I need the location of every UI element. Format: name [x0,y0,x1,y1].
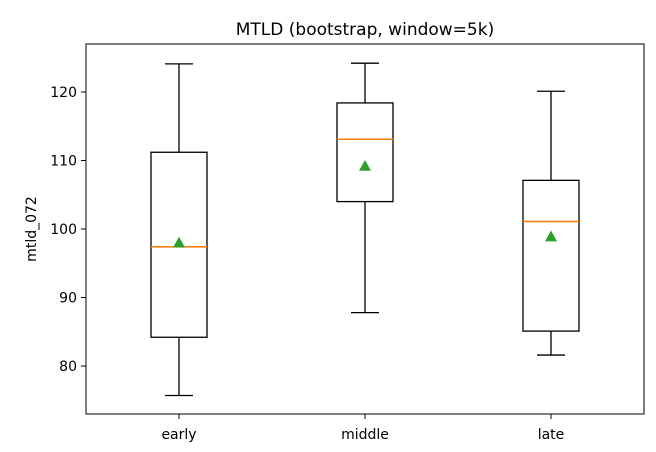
x-tick-label-late: late [538,427,565,443]
y-axis-label: mtld_072 [24,196,40,262]
y-axis: 80 90 100 110 120 [50,85,86,375]
x-tick-label-middle: middle [341,427,389,443]
mean-marker-late [545,230,557,242]
chart-title: MTLD (bootstrap, window=5k) [236,20,494,40]
mean-marker-middle [359,159,371,171]
boxes-group [150,62,580,397]
y-tick-label-110: 110 [50,153,77,169]
y-tick-label-80: 80 [59,359,77,375]
y-tick-label-90: 90 [59,291,77,307]
y-tick-label-120: 120 [50,85,77,101]
iqr-box-middle [336,102,394,203]
box-middle [336,62,394,314]
y-tick-label-100: 100 [50,222,77,238]
x-tick-label-early: early [161,427,196,443]
box-early [150,63,208,397]
x-axis: early middle late [161,414,564,443]
mean-marker-early [173,236,185,248]
iqr-box-early [150,151,208,338]
iqr-box-late [522,179,580,332]
box-late [522,90,580,356]
